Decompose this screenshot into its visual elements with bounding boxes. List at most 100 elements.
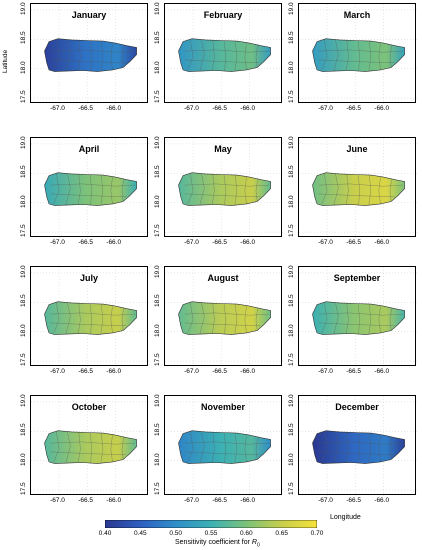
x-tick-label: -67.0 (318, 239, 333, 246)
municipality-boundary (389, 437, 392, 460)
municipality-boundary (50, 312, 136, 316)
x-tick-label: -67.0 (50, 368, 65, 375)
municipality-boundary (121, 437, 124, 460)
municipality-boundary (187, 173, 194, 205)
x-tick-label: -66.0 (240, 105, 256, 112)
municipality-boundary (121, 179, 124, 202)
map-panel-may: May (164, 137, 283, 238)
y-tick-label: 17.5 (154, 224, 161, 238)
municipality-boundary (50, 59, 127, 63)
municipality-boundary (234, 175, 238, 206)
island-shape (312, 301, 405, 335)
map-panel-july: July (30, 266, 149, 367)
y-tick-label: 18.5 (288, 294, 295, 308)
municipality-boundary (333, 431, 339, 464)
municipality-boundary (100, 304, 104, 335)
municipality-boundary (255, 437, 258, 460)
municipality-boundary (346, 40, 349, 71)
map-panel-october: October (30, 395, 149, 496)
municipality-boundary (78, 303, 81, 334)
y-tick-label: 19.0 (20, 265, 27, 278)
y-tick-label: 18.5 (288, 423, 295, 437)
municipality-boundary (318, 49, 404, 53)
island-shape (178, 38, 271, 72)
map-panel-april: April (30, 137, 149, 238)
x-tick-label: -66.5 (78, 105, 94, 112)
map-panel-august: August (164, 266, 283, 367)
x-tick-label: -66.0 (374, 239, 390, 246)
month-title: February (203, 10, 243, 20)
municipality-boundary (110, 176, 113, 204)
municipality-boundary (50, 193, 127, 197)
x-tick-label: -66.5 (212, 497, 228, 504)
municipality-boundary (244, 434, 247, 462)
colorbar-tick-label: 0.55 (204, 530, 218, 537)
municipality-boundary (333, 302, 339, 335)
municipality-boundary (318, 441, 404, 445)
map-panel-september: September (298, 266, 417, 367)
x-tick-label: -66.0 (374, 105, 390, 112)
x-tick-label: -67.0 (318, 497, 333, 504)
x-tick-label: -66.0 (106, 239, 122, 246)
y-tick-label: 19.0 (154, 2, 161, 15)
municipality-boundary (389, 179, 392, 202)
x-tick-label: -66.0 (106, 497, 122, 504)
municipality-boundary (184, 49, 270, 53)
map-canvas (165, 267, 283, 367)
map-panel-february: February (164, 3, 283, 104)
municipality-boundary (199, 173, 205, 206)
island-shape (312, 172, 405, 206)
municipality-boundary (100, 175, 104, 206)
colorbar-tick-label: 0.40 (98, 530, 112, 537)
map-canvas (165, 396, 283, 496)
month-title: March (343, 10, 371, 20)
y-tick-label: 17.5 (20, 482, 27, 496)
municipality-boundary (389, 45, 392, 68)
map-canvas (299, 396, 417, 496)
x-tick-label: -67.0 (184, 368, 199, 375)
map-canvas (299, 4, 417, 104)
month-title: August (207, 273, 239, 283)
month-title: May (214, 144, 232, 154)
x-tick-label: -67.0 (50, 105, 65, 112)
x-tick-label: -67.0 (184, 105, 199, 112)
y-tick-label: 18.5 (154, 294, 161, 308)
y-tick-label: 18.0 (288, 324, 295, 337)
municipality-boundary (110, 42, 113, 70)
municipality-boundary (321, 302, 328, 334)
y-tick-label: 18.0 (154, 324, 161, 337)
municipality-boundary (318, 322, 395, 326)
y-tick-label: 18.5 (20, 165, 27, 179)
municipality-boundary (368, 433, 372, 464)
map-canvas (299, 267, 417, 367)
island-shape (44, 38, 137, 72)
municipality-boundary (89, 40, 92, 72)
x-tick-label: -67.0 (318, 368, 333, 375)
municipality-boundary (50, 183, 136, 187)
municipality-boundary (121, 45, 124, 68)
x-tick-label: -67.0 (50, 497, 65, 504)
colorbar-tick-label: 0.45 (134, 530, 147, 537)
municipality-boundary (368, 304, 372, 335)
x-tick-label: -66.0 (240, 239, 256, 246)
x-tick-label: -66.0 (240, 497, 256, 504)
municipality-boundary (78, 40, 81, 71)
municipality-boundary (346, 432, 349, 463)
y-tick-label: 17.5 (288, 482, 295, 496)
map-canvas (165, 4, 283, 104)
municipality-boundary (53, 431, 60, 463)
x-tick-label: -67.0 (318, 105, 333, 112)
municipality-boundary (50, 441, 136, 445)
x-tick-label: -66.0 (374, 368, 390, 375)
municipality-boundary (318, 451, 395, 455)
municipality-boundary (333, 173, 339, 206)
y-tick-label: 18.0 (288, 195, 295, 208)
map-panel-january: January (30, 3, 149, 104)
municipality-boundary (389, 308, 392, 331)
municipality-boundary (244, 176, 247, 204)
municipality-boundary (184, 312, 270, 316)
island-shape (44, 301, 137, 335)
y-tick-label: 19.0 (288, 136, 295, 149)
map-panel-november: November (164, 395, 283, 496)
month-title: July (79, 273, 98, 283)
